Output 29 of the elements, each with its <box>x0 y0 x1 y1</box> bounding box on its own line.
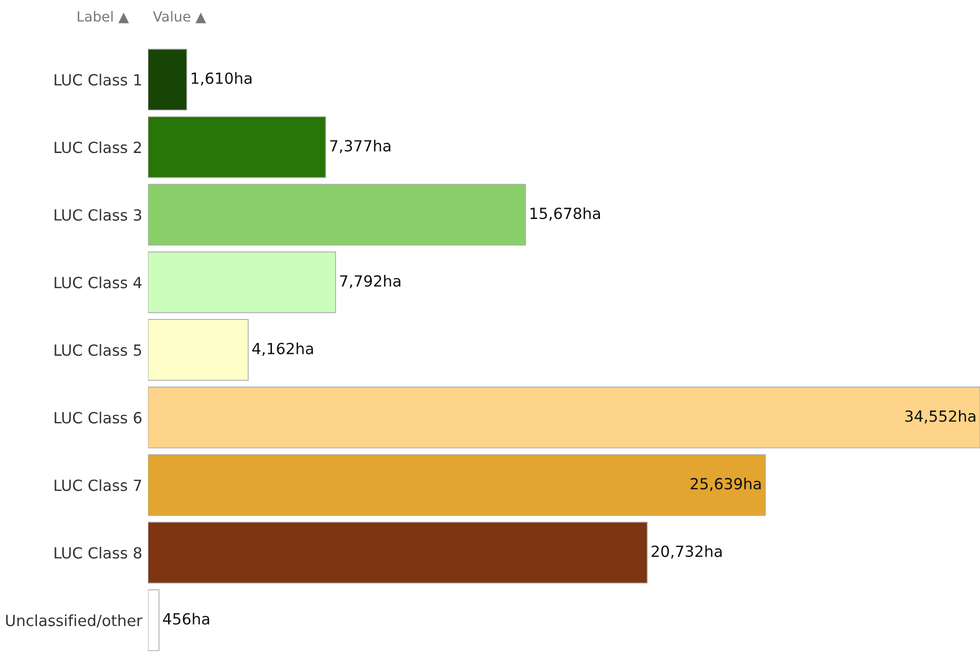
bar <box>148 251 336 314</box>
y-tick-label: Unclassified/other <box>6 614 142 628</box>
y-tick-label: LUC Class 1 <box>54 74 142 86</box>
y-tick-label: LUC Class 2 <box>54 141 141 154</box>
bar <box>148 116 326 178</box>
data-label: 20,732ha <box>652 545 722 559</box>
data-label: 456ha <box>163 612 210 625</box>
bar <box>148 48 188 110</box>
y-tick-label: LUC Class 4 <box>54 276 142 288</box>
data-label: 25,639ha <box>690 478 761 492</box>
bar <box>148 319 249 381</box>
y-tick-label: LUC Class 5 <box>54 344 142 356</box>
data-label: 4,162ha <box>252 342 313 356</box>
data-label: 15,678ha <box>530 207 600 221</box>
bar <box>148 386 980 448</box>
bar <box>148 522 648 584</box>
data-label: 34,552ha <box>905 410 976 424</box>
text: Label ▲ <box>78 10 129 24</box>
bar <box>148 454 766 516</box>
y-tick-label: LUC Class 8 <box>54 546 142 559</box>
data-label: 1,610ha <box>192 72 252 86</box>
y-tick-label: LUC Class 3 <box>54 208 142 221</box>
y-tick-label: LUC Class 7 <box>54 479 142 492</box>
y-tick-label: LUC Class 6 <box>54 412 142 424</box>
bar <box>148 589 160 652</box>
text: Value ▲ <box>152 10 206 24</box>
data-label: 7,792ha <box>340 274 400 288</box>
bar <box>148 184 526 246</box>
data-label: 7,377ha <box>330 140 390 154</box>
